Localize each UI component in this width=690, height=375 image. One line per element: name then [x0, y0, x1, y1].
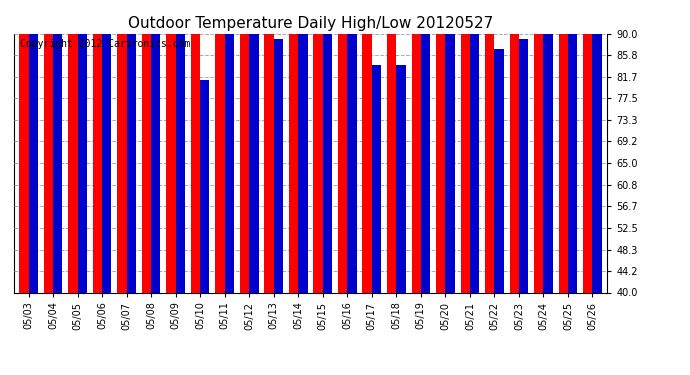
Bar — [166, 0, 176, 292]
Bar — [240, 0, 249, 292]
Bar — [485, 0, 495, 292]
Bar — [313, 0, 323, 292]
Bar — [43, 0, 53, 292]
Bar — [362, 0, 372, 292]
Bar — [225, 28, 234, 292]
Bar — [176, 34, 185, 292]
Bar — [126, 34, 136, 292]
Bar — [470, 18, 479, 292]
Bar — [436, 0, 445, 292]
Bar — [495, 49, 504, 292]
Bar — [445, 0, 455, 292]
Bar — [387, 0, 396, 292]
Bar — [583, 0, 593, 292]
Bar — [151, 23, 161, 292]
Bar — [274, 39, 283, 292]
Bar — [519, 39, 529, 292]
Bar — [559, 0, 568, 292]
Bar — [411, 0, 421, 292]
Bar — [264, 0, 274, 292]
Bar — [460, 0, 470, 292]
Bar — [289, 0, 298, 292]
Bar — [200, 80, 210, 292]
Bar — [249, 23, 259, 292]
Bar — [510, 0, 519, 292]
Bar — [338, 0, 347, 292]
Bar — [298, 28, 308, 292]
Bar — [215, 0, 225, 292]
Bar — [142, 0, 151, 292]
Bar — [372, 65, 381, 292]
Text: Copyright 2012 Cartronics.com: Copyright 2012 Cartronics.com — [20, 39, 190, 49]
Bar — [53, 34, 62, 292]
Bar — [534, 0, 544, 292]
Bar — [396, 65, 406, 292]
Bar — [68, 0, 77, 292]
Bar — [544, 0, 553, 292]
Bar — [117, 0, 126, 292]
Bar — [92, 0, 102, 292]
Title: Outdoor Temperature Daily High/Low 20120527: Outdoor Temperature Daily High/Low 20120… — [128, 16, 493, 31]
Bar — [323, 23, 332, 292]
Bar — [568, 0, 578, 292]
Bar — [347, 23, 357, 292]
Bar — [421, 0, 430, 292]
Bar — [77, 8, 87, 292]
Bar — [19, 0, 28, 292]
Bar — [102, 34, 111, 292]
Bar — [191, 0, 200, 292]
Bar — [593, 0, 602, 292]
Bar — [28, 0, 38, 292]
